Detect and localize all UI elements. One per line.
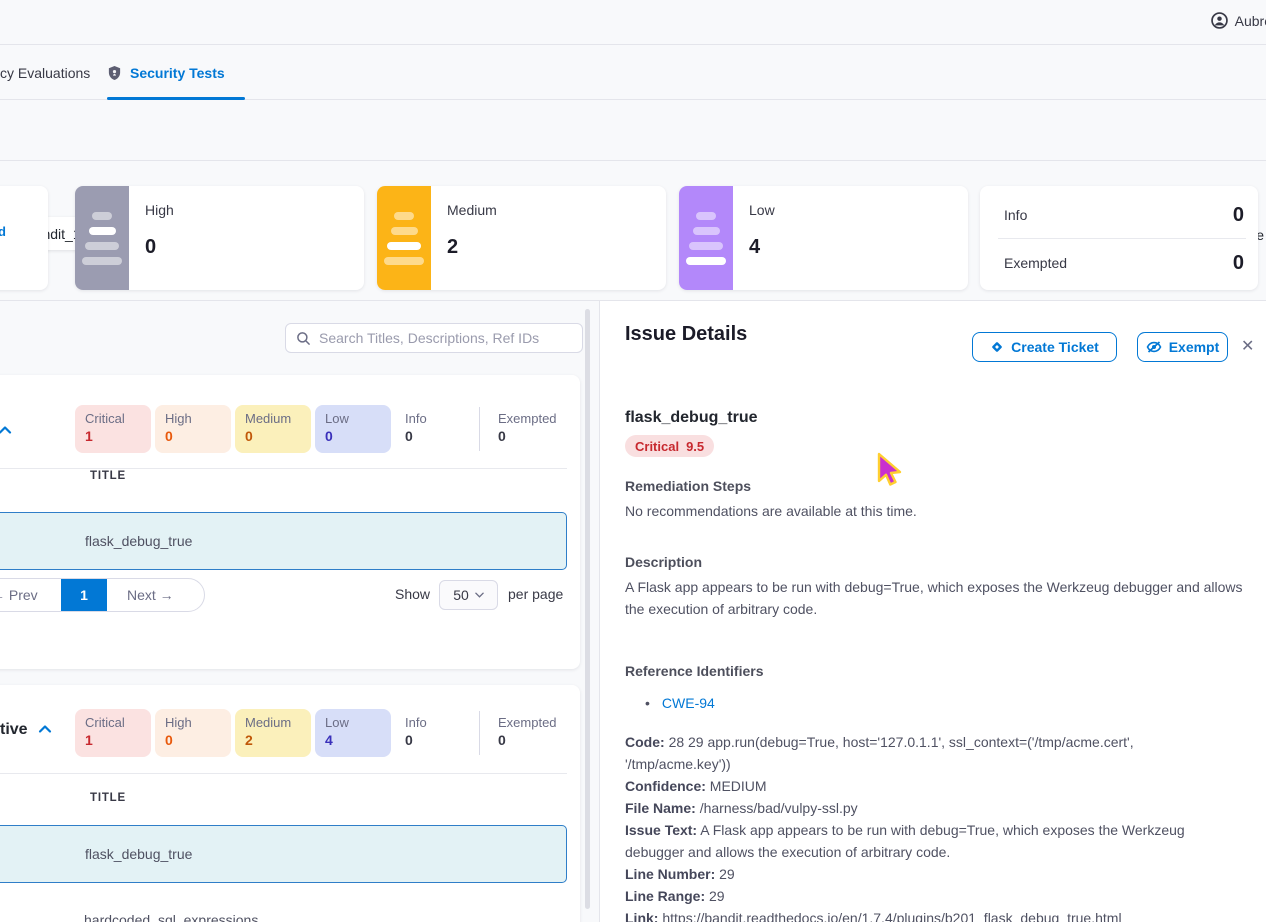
severity-chip-critical[interactable]: Critical 1 bbox=[75, 709, 151, 757]
next-page-button[interactable]: Next → bbox=[127, 587, 174, 603]
tab-policy-evaluations[interactable]: cy Evaluations bbox=[0, 64, 91, 81]
severity-chip-info[interactable]: Info 0 bbox=[405, 715, 427, 748]
card-label: Medium bbox=[447, 202, 497, 218]
prev-page-button[interactable]: ← Prev bbox=[0, 587, 38, 603]
shield-icon bbox=[107, 65, 122, 81]
remediation-body: No recommendations are available at this… bbox=[625, 503, 917, 519]
vertical-scrollbar[interactable] bbox=[585, 309, 590, 909]
info-row: Info 0 bbox=[1004, 203, 1244, 226]
severity-chip-exempted[interactable]: Exempted 0 bbox=[498, 715, 557, 748]
high-severity-icon bbox=[75, 186, 129, 290]
field-file-name: File Name: /harness/bad/vulpy-ssl.py bbox=[625, 800, 858, 816]
reference-list-item: • CWE-94 bbox=[645, 695, 715, 711]
severity-chip-row: Critical 1 High 0 Medium 2 Low 4 bbox=[75, 709, 564, 757]
divider bbox=[998, 238, 1246, 239]
card-count: 4 bbox=[749, 236, 761, 258]
severity-chip-medium[interactable]: Medium 2 bbox=[235, 709, 311, 757]
card-label: Low bbox=[749, 202, 775, 218]
summary-card-high[interactable]: High 0 bbox=[75, 186, 364, 290]
remediation-heading: Remediation Steps bbox=[625, 478, 752, 494]
severity-chip-info[interactable]: Info 0 bbox=[405, 411, 427, 444]
partial-link-fragment[interactable]: d bbox=[0, 224, 6, 239]
field-link: Link: https://bandit.readthedocs.io/en/1… bbox=[625, 910, 1122, 922]
severity-chip-low[interactable]: Low 4 bbox=[315, 709, 391, 757]
divider bbox=[0, 773, 567, 774]
card-label: High bbox=[145, 202, 174, 218]
card-count: 0 bbox=[145, 236, 157, 258]
issue-section-card-1: Critical 1 High 0 Medium 0 Low 0 bbox=[0, 375, 580, 669]
close-icon[interactable]: ✕ bbox=[1241, 338, 1255, 355]
severity-chip-critical[interactable]: Critical 1 bbox=[75, 405, 151, 453]
severity-chip-exempted[interactable]: Exempted 0 bbox=[498, 411, 557, 444]
severity-chip-medium[interactable]: Medium 0 bbox=[235, 405, 311, 453]
bullet: • bbox=[645, 695, 650, 711]
page-size-select[interactable]: 50 bbox=[439, 580, 498, 610]
table-header-title: TITLE bbox=[90, 792, 126, 804]
per-page-label: per page bbox=[508, 586, 564, 602]
ticket-diamond-icon bbox=[990, 340, 1004, 354]
main-content: Critical 1 High 0 Medium 0 Low 0 bbox=[0, 300, 1266, 922]
medium-severity-icon bbox=[377, 186, 431, 290]
low-severity-icon bbox=[679, 186, 733, 290]
issue-row-flask-debug-true[interactable]: flask_debug_true bbox=[0, 825, 567, 883]
field-code: Code: 28 29 app.run(debug=True, host='12… bbox=[625, 734, 1134, 772]
tab-bar: cy Evaluations Security Tests bbox=[0, 45, 1266, 100]
collapse-section-icon[interactable] bbox=[0, 425, 12, 435]
issue-row-hardcoded-sql-expressions[interactable]: hardcoded_sql_expressions bbox=[84, 912, 259, 922]
user-name: Aubre bbox=[1234, 12, 1266, 29]
current-page-button[interactable]: 1 bbox=[61, 579, 107, 611]
show-label: Show bbox=[395, 586, 431, 602]
severity-chip-low[interactable]: Low 0 bbox=[315, 405, 391, 453]
field-confidence: Confidence: MEDIUM bbox=[625, 778, 767, 794]
eye-off-icon bbox=[1146, 340, 1162, 354]
section-title: tive bbox=[0, 721, 52, 739]
tab-security-tests[interactable]: Security Tests bbox=[107, 45, 225, 100]
issue-details-panel: Issue Details Create Ticket Exempt ✕ fla… bbox=[599, 301, 1266, 922]
divider bbox=[479, 711, 480, 755]
pagination-pill: ← Prev 1 Next → bbox=[0, 578, 205, 612]
search-input[interactable] bbox=[319, 330, 572, 346]
chevron-down-icon bbox=[475, 592, 484, 598]
issue-detail-fields: Code: 28 29 app.run(debug=True, host='12… bbox=[625, 731, 1243, 922]
summary-card-medium[interactable]: Medium 2 bbox=[377, 186, 666, 290]
exempted-row: Exempted 0 bbox=[1004, 251, 1244, 274]
issue-section-card-2: tive Critical 1 High 0 Medium bbox=[0, 685, 580, 922]
cwe-link[interactable]: CWE-94 bbox=[661, 695, 715, 711]
panel-title: Issue Details bbox=[625, 323, 748, 345]
divider bbox=[479, 407, 480, 451]
field-line-range: Line Range: 29 bbox=[625, 888, 725, 904]
severity-chip-high[interactable]: High 0 bbox=[155, 709, 231, 757]
search-box bbox=[285, 323, 583, 353]
severity-badge: Critical 9.5 bbox=[625, 435, 715, 457]
field-line-number: Line Number: 29 bbox=[625, 866, 735, 882]
divider bbox=[0, 468, 567, 469]
issue-row-flask-debug-true[interactable]: flask_debug_true bbox=[0, 512, 567, 570]
card-count: 2 bbox=[447, 236, 459, 258]
search-icon bbox=[296, 331, 311, 346]
summary-card-info-exempted: Info 0 Exempted 0 bbox=[980, 186, 1258, 290]
create-ticket-button[interactable]: Create Ticket bbox=[972, 332, 1117, 362]
issues-list-panel: Critical 1 High 0 Medium 0 Low 0 bbox=[0, 301, 599, 922]
field-issue-text: Issue Text: A Flask app appears to be ru… bbox=[625, 822, 1185, 860]
top-header-bar: Aubre bbox=[0, 0, 1266, 45]
pagination: ← Prev 1 Next → Show 50 per page bbox=[0, 578, 567, 612]
severity-chip-high[interactable]: High 0 bbox=[155, 405, 231, 453]
summary-card-low[interactable]: Low 4 bbox=[679, 186, 968, 290]
user-menu[interactable]: Aubre bbox=[1210, 12, 1266, 29]
description-heading: Description bbox=[625, 554, 703, 570]
references-heading: Reference Identifiers bbox=[625, 663, 764, 679]
table-header-title: TITLE bbox=[90, 470, 126, 482]
exempt-button[interactable]: Exempt bbox=[1137, 332, 1228, 362]
user-avatar-icon bbox=[1210, 12, 1228, 29]
scan-toolbar: Bandit_1 Bandit_2 Comparing current scan… bbox=[0, 100, 1266, 250]
description-body: A Flask app appears to be run with debug… bbox=[625, 579, 1243, 617]
summary-card-partial: d bbox=[0, 186, 48, 290]
severity-chip-row: Critical 1 High 0 Medium 0 Low 0 bbox=[75, 405, 564, 453]
collapse-section-icon[interactable] bbox=[38, 724, 52, 734]
active-tab-underline bbox=[107, 97, 245, 100]
issue-title: flask_debug_true bbox=[625, 409, 758, 426]
